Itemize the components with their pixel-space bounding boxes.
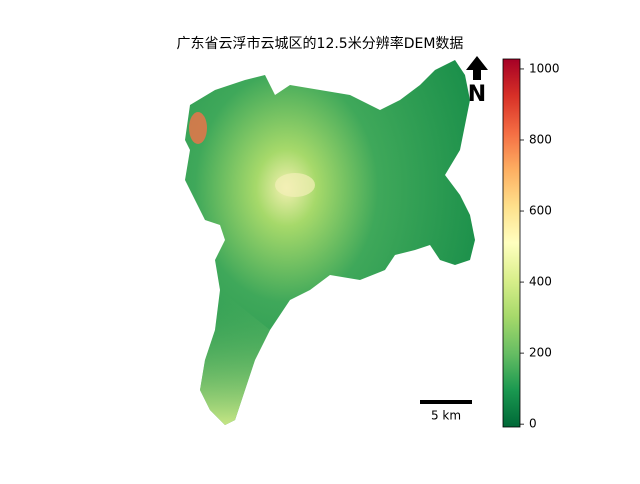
- map-title: 广东省云浮市云城区的12.5米分辨率DEM数据: [177, 35, 464, 52]
- colorbar-tick-label: 1000: [529, 61, 560, 75]
- scale-bar: 5 km: [420, 400, 472, 423]
- colorbar-ramp: [502, 58, 521, 428]
- colorbar-tick-label: 200: [529, 346, 552, 360]
- colorbar-tick-label: 600: [529, 204, 552, 218]
- colorbar: 0 200 400 600 800 1000: [502, 58, 560, 431]
- colorbar-tick-label: 800: [529, 132, 552, 146]
- north-arrow: N: [466, 56, 488, 107]
- scale-bar-label: 5 km: [431, 409, 461, 423]
- colorbar-tick-label: 400: [529, 275, 552, 289]
- north-label: N: [468, 82, 486, 107]
- dem-raster: [185, 60, 475, 425]
- colorbar-tick-label: 0: [529, 417, 537, 431]
